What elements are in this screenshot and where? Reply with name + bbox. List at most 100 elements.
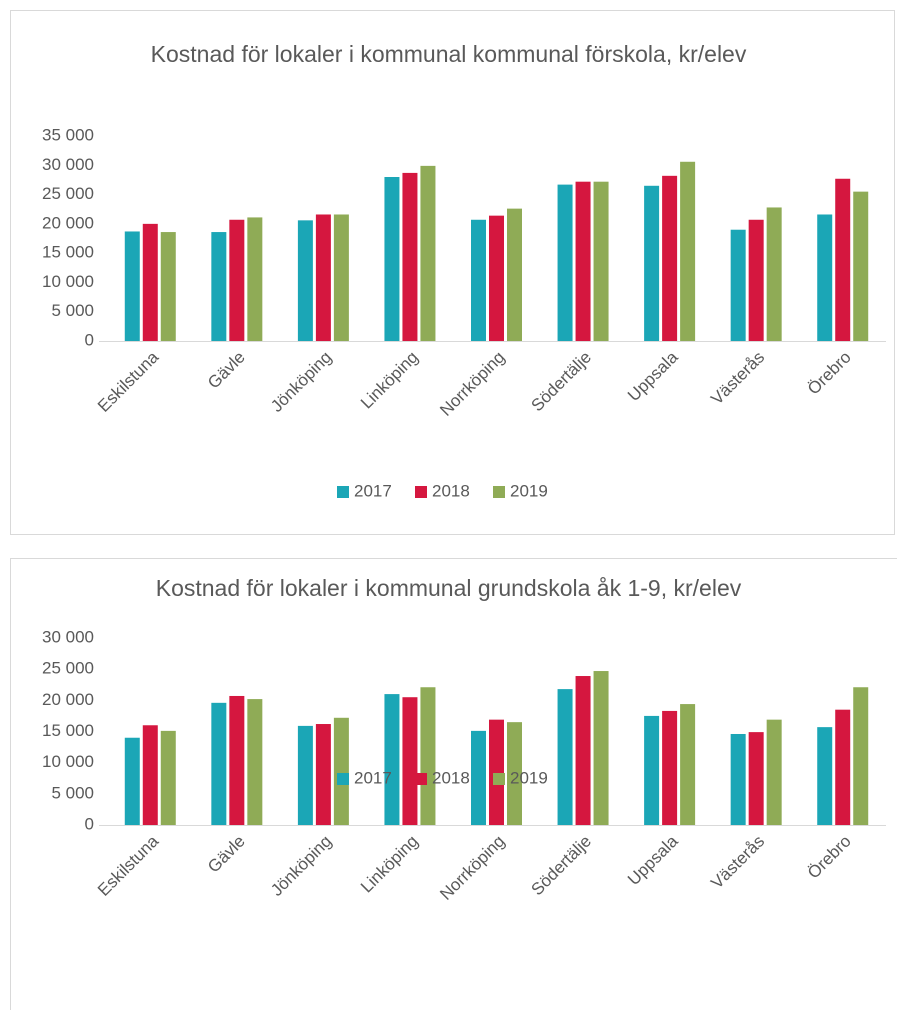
legend-swatch bbox=[415, 773, 427, 785]
bar bbox=[316, 724, 331, 825]
bar bbox=[143, 725, 158, 825]
legend-swatch bbox=[493, 773, 505, 785]
bar bbox=[835, 179, 850, 341]
bar bbox=[420, 687, 435, 825]
y-tick-label: 10 000 bbox=[42, 752, 94, 771]
bar bbox=[402, 173, 417, 341]
bar bbox=[402, 697, 417, 825]
bar bbox=[853, 687, 868, 825]
bar bbox=[594, 671, 609, 825]
bar bbox=[229, 220, 244, 341]
bar bbox=[749, 732, 764, 825]
y-tick-label: 0 bbox=[85, 814, 94, 833]
bar bbox=[767, 720, 782, 825]
bar bbox=[298, 726, 313, 825]
legend-swatch bbox=[493, 486, 505, 498]
bar bbox=[817, 214, 832, 341]
y-tick-label: 35 000 bbox=[42, 125, 94, 144]
legend-swatch bbox=[415, 486, 427, 498]
y-tick-label: 20 000 bbox=[42, 690, 94, 709]
bar bbox=[125, 231, 140, 341]
chart-title-box: Kostnad för lokaler i kommunal grundskol… bbox=[19, 572, 879, 608]
y-tick-label: 25 000 bbox=[42, 659, 94, 678]
bar bbox=[853, 192, 868, 341]
bar bbox=[507, 209, 522, 341]
bar bbox=[644, 186, 659, 341]
y-tick-label: 15 000 bbox=[42, 721, 94, 740]
bar bbox=[471, 731, 486, 825]
bar bbox=[680, 704, 695, 825]
x-tick-label: Uppsala bbox=[624, 347, 682, 405]
x-tick-label: Jönköping bbox=[267, 348, 335, 416]
y-tick-label: 30 000 bbox=[42, 155, 94, 174]
legend-label: 2017 bbox=[354, 768, 392, 787]
y-tick-label: 5 000 bbox=[51, 783, 94, 802]
bar bbox=[731, 230, 746, 341]
bar bbox=[384, 694, 399, 825]
bar bbox=[211, 232, 226, 341]
y-tick-label: 20 000 bbox=[42, 213, 94, 232]
bar bbox=[143, 224, 158, 341]
x-tick-label: Eskilstuna bbox=[94, 347, 163, 416]
bar bbox=[125, 738, 140, 825]
y-tick-label: 0 bbox=[85, 330, 94, 349]
bar bbox=[489, 720, 504, 825]
x-tick-label: Uppsala bbox=[624, 831, 682, 889]
bar bbox=[229, 696, 244, 825]
legend-label: 2018 bbox=[432, 768, 470, 787]
x-tick-label: Örebro bbox=[804, 832, 855, 883]
bar bbox=[576, 182, 591, 341]
bar bbox=[211, 703, 226, 825]
x-tick-label: Norrköping bbox=[436, 348, 508, 420]
x-tick-label: Jönköping bbox=[267, 832, 335, 900]
legend-swatch bbox=[337, 486, 349, 498]
bar bbox=[594, 182, 609, 341]
bar bbox=[835, 710, 850, 825]
y-tick-label: 30 000 bbox=[42, 627, 94, 646]
legend-label: 2019 bbox=[510, 768, 548, 787]
bar bbox=[731, 734, 746, 825]
bar bbox=[316, 214, 331, 341]
bar bbox=[161, 731, 176, 825]
y-tick-label: 15 000 bbox=[42, 243, 94, 262]
bar bbox=[662, 176, 677, 341]
bar bbox=[817, 727, 832, 825]
bar bbox=[471, 220, 486, 341]
legend-label: 2018 bbox=[432, 481, 470, 500]
bar bbox=[489, 216, 504, 341]
y-tick-label: 25 000 bbox=[42, 184, 94, 203]
x-tick-label: Linköping bbox=[357, 832, 422, 897]
chart-title: Kostnad för lokaler i kommunal grundskol… bbox=[19, 572, 879, 604]
x-tick-label: Gävle bbox=[204, 348, 249, 393]
bar bbox=[644, 716, 659, 825]
x-tick-label: Linköping bbox=[357, 348, 422, 413]
legend-swatch bbox=[337, 773, 349, 785]
bar bbox=[384, 177, 399, 341]
bar bbox=[420, 166, 435, 341]
bar bbox=[749, 220, 764, 341]
x-tick-label: Gävle bbox=[204, 832, 249, 877]
bar bbox=[247, 699, 262, 825]
legend-label: 2017 bbox=[354, 481, 392, 500]
bar bbox=[680, 162, 695, 341]
bar bbox=[298, 220, 313, 341]
x-tick-label: Örebro bbox=[804, 348, 855, 399]
bar bbox=[247, 217, 262, 341]
x-tick-label: Eskilstuna bbox=[94, 831, 163, 900]
bar bbox=[558, 689, 573, 825]
bar bbox=[767, 207, 782, 341]
x-tick-label: Södertälje bbox=[527, 832, 595, 900]
bar bbox=[576, 676, 591, 825]
x-tick-label: Södertälje bbox=[527, 348, 595, 416]
x-tick-label: Västerås bbox=[707, 348, 768, 409]
x-tick-label: Västerås bbox=[707, 832, 768, 893]
x-tick-label: Norrköping bbox=[436, 832, 508, 904]
y-tick-label: 5 000 bbox=[51, 301, 94, 320]
legend-label: 2019 bbox=[510, 481, 548, 500]
chart-title-box: Kostnad för lokaler i kommunal kommunal … bbox=[129, 38, 769, 108]
bar bbox=[334, 214, 349, 341]
chart-title: Kostnad för lokaler i kommunal kommunal … bbox=[129, 38, 769, 70]
y-tick-label: 10 000 bbox=[42, 272, 94, 291]
